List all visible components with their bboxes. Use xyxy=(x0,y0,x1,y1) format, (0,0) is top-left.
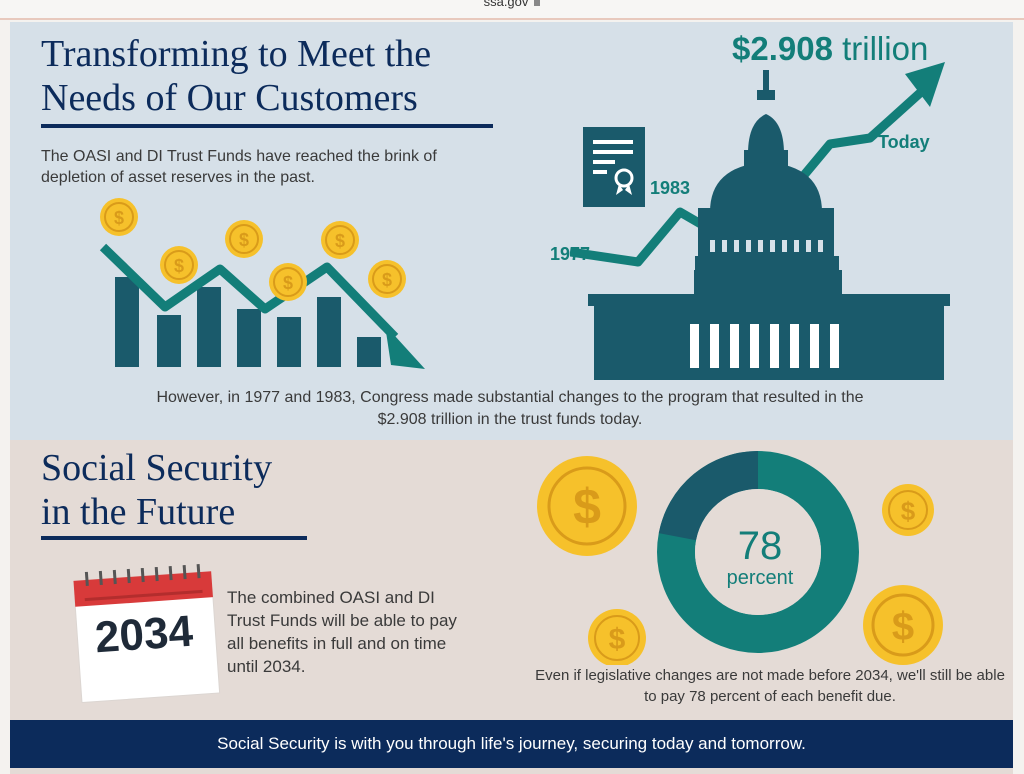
svg-text:$: $ xyxy=(382,270,392,290)
dollar-coin-icon: $ xyxy=(882,484,934,536)
bar-3 xyxy=(197,287,221,367)
svg-text:$: $ xyxy=(901,496,916,526)
capitol-growth-graphic xyxy=(570,62,950,380)
declining-funds-graphic: $ $ $ $ $ $ xyxy=(99,198,425,369)
percent-value: 78 xyxy=(737,524,783,568)
section2-title: Social Security in the Future xyxy=(41,446,341,534)
label-1983: 1983 xyxy=(650,178,691,198)
section1-title-line1: Transforming to Meet the xyxy=(41,33,432,75)
footer-banner: Social Security is with you through life… xyxy=(10,720,1013,768)
trend-down-arrow-icon xyxy=(99,243,399,341)
section1-title-line2: Needs of Our Customers xyxy=(41,77,418,119)
browser-url-bar[interactable]: ssa.gov xyxy=(0,0,1024,20)
trust-fund-amount: $2.908 xyxy=(732,30,833,67)
arrow-head xyxy=(385,325,425,369)
bar-6 xyxy=(317,297,341,367)
svg-text:$: $ xyxy=(283,273,293,293)
dollar-coin-icon: $ xyxy=(321,221,359,259)
intro-text: The OASI and DI Trust Funds have reached… xyxy=(41,148,437,186)
benefit-percent-graphic: $ $ $ $ xyxy=(537,451,943,665)
however-text: However, in 1977 and 1983, Congress made… xyxy=(156,389,864,428)
section2-title-line1: Social Security xyxy=(41,447,273,489)
arrow-head xyxy=(905,62,945,107)
svg-text:$: $ xyxy=(114,208,124,228)
donut-remaining-segment xyxy=(658,451,759,541)
donut-hole xyxy=(695,489,821,615)
svg-text:$: $ xyxy=(335,231,345,251)
label-today: Today xyxy=(878,132,930,152)
percent-word: percent xyxy=(726,567,794,589)
bottom-strip xyxy=(10,768,1013,774)
bar-2 xyxy=(157,315,181,367)
section2-title-line2: in the Future xyxy=(41,491,236,533)
infographic: Transforming to Meet the Needs of Our Cu… xyxy=(10,22,1013,774)
section1-title: Transforming to Meet the Needs of Our Cu… xyxy=(41,32,511,120)
title-underline xyxy=(41,536,307,540)
label-1977: 1977 xyxy=(550,244,591,264)
certificate-icon xyxy=(583,127,645,207)
donut-chart-icon xyxy=(657,451,859,653)
dollar-coin-icon: $ xyxy=(225,220,263,258)
dollar-coin-icon: $ xyxy=(537,456,637,556)
bar-4 xyxy=(237,309,261,367)
trust-fund-unit: trillion xyxy=(842,30,929,67)
svg-text:$: $ xyxy=(573,479,601,535)
dollar-coin-icon: $ xyxy=(368,260,406,298)
svg-text:$: $ xyxy=(174,256,184,276)
bar-7 xyxy=(357,337,381,367)
svg-text:$: $ xyxy=(892,605,914,649)
svg-text:$: $ xyxy=(239,230,249,250)
trust-fund-total: $2.908 trillion xyxy=(732,30,928,68)
combined-text: The combined OASI and DI Trust Funds wil… xyxy=(227,588,457,676)
bar-5 xyxy=(277,317,301,367)
dollar-coin-icon: $ xyxy=(100,198,138,236)
dollar-coin-icon: $ xyxy=(588,609,646,665)
dollar-coin-icon: $ xyxy=(160,246,198,284)
svg-text:$: $ xyxy=(609,623,626,656)
dollar-coin-icon: $ xyxy=(863,585,943,665)
capitol-building-icon xyxy=(588,70,950,380)
bar-1 xyxy=(115,277,139,367)
url-text: ssa.gov xyxy=(0,0,1024,9)
title-underline xyxy=(41,124,493,128)
calendar-icon xyxy=(73,564,221,704)
page-icon xyxy=(534,0,541,6)
dollar-coin-icon: $ xyxy=(269,263,307,301)
calendar-year: 2034 xyxy=(93,606,195,663)
even-if-text: Even if legislative changes are not made… xyxy=(535,667,1005,705)
